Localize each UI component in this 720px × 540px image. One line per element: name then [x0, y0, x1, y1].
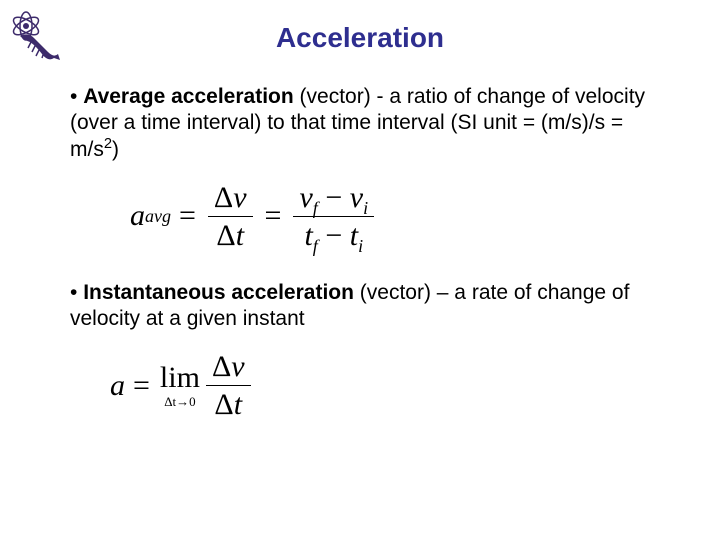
superscript-2: 2	[104, 136, 112, 152]
eq1-frac-dv-dt: Δv Δt	[208, 181, 253, 252]
eq1-tf-t: t	[304, 219, 312, 252]
eq1-equals-2: =	[265, 199, 282, 233]
eq2-lim-arrow: →0	[176, 394, 196, 409]
slide-title: Acceleration	[0, 0, 720, 84]
eq1-den-delta: Δ	[216, 219, 235, 252]
equation-instantaneous-acceleration: a = lim Δt→0 Δv Δt	[110, 350, 670, 421]
eq1-vf-v: v	[299, 181, 312, 214]
eq2-lim-text: lim	[160, 363, 200, 393]
eq2-frac-dv-dt: Δv Δt	[206, 350, 251, 421]
bullet-instantaneous-accel: • Instantaneous acceleration (vector) – …	[70, 280, 670, 333]
eq1-ti-t: t	[350, 219, 358, 252]
bullet-marker: •	[70, 281, 83, 304]
bullet1-end: )	[112, 138, 119, 161]
eq2-lhs-a: a	[110, 369, 125, 403]
equation-average-acceleration: aavg = Δv Δt = vf − vi tf − ti	[130, 181, 670, 252]
eq2-limit: lim Δt→0	[160, 363, 200, 408]
eq2-den-t: t	[234, 388, 242, 421]
eq1-num-delta: Δ	[214, 181, 233, 214]
fraction-bar	[206, 385, 251, 386]
eq1-lhs-a: a	[130, 199, 145, 233]
eq1-ti-sub: i	[358, 236, 363, 256]
eq2-num-v: v	[231, 350, 244, 383]
bullet-marker: •	[70, 85, 83, 108]
eq1-vi-v: v	[350, 181, 363, 214]
slide-logo	[8, 8, 64, 64]
bullet-average-accel: • Average acceleration (vector) - a rati…	[70, 84, 670, 163]
eq1-den-t: t	[236, 219, 244, 252]
eq1-vi-sub: i	[363, 198, 368, 218]
eq2-num-delta: Δ	[212, 350, 231, 383]
eq2-lim-dt: Δt	[164, 394, 176, 409]
term-average-acceleration: Average acceleration	[83, 85, 294, 108]
eq1-frac-expanded: vf − vi tf − ti	[293, 181, 374, 252]
slide-body: • Average acceleration (vector) - a rati…	[0, 84, 720, 421]
eq1-num-minus: −	[318, 181, 350, 214]
eq1-equals-1: =	[179, 199, 196, 233]
fraction-bar	[293, 216, 374, 217]
eq1-den-minus: −	[318, 219, 350, 252]
eq2-den-delta: Δ	[214, 388, 233, 421]
fraction-bar	[208, 216, 253, 217]
eq2-equals: =	[133, 369, 150, 403]
eq1-num-v: v	[233, 181, 246, 214]
term-instantaneous-acceleration: Instantaneous acceleration	[83, 281, 354, 304]
